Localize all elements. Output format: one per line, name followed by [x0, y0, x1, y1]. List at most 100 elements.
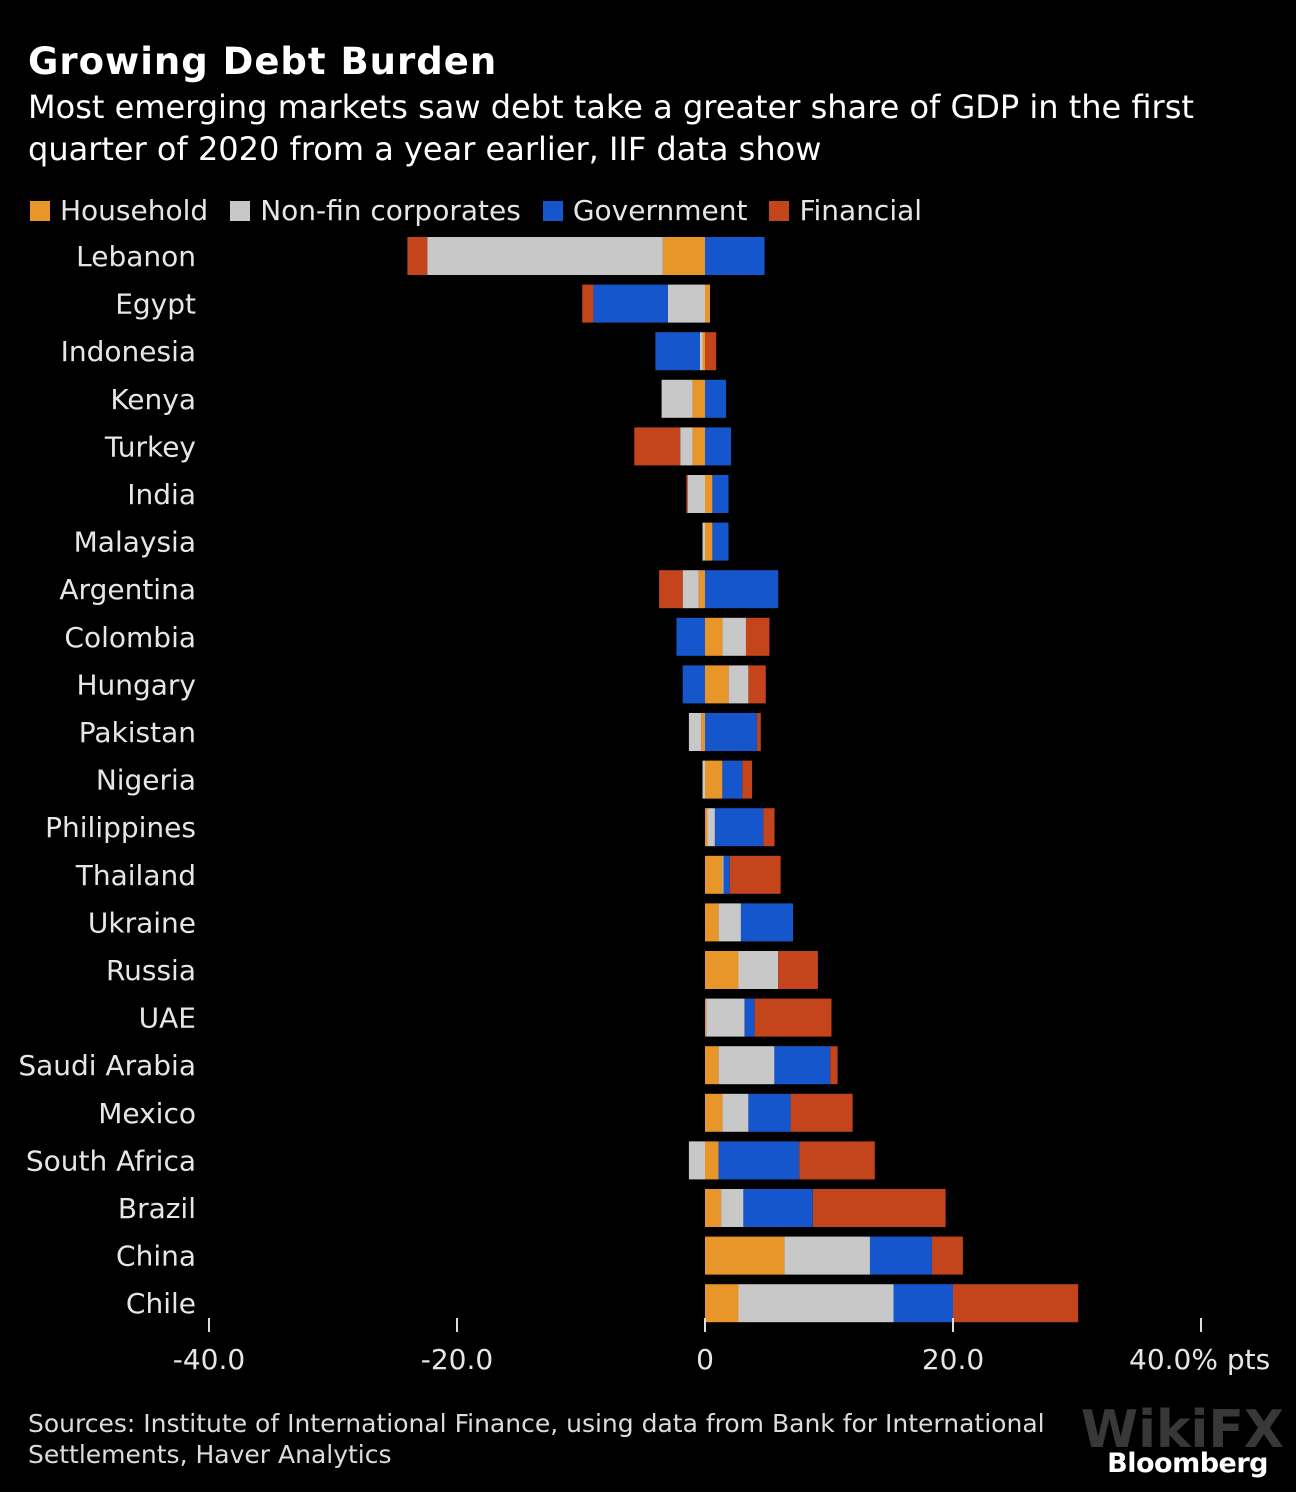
bar-mexico-non-fin-corporates [722, 1093, 749, 1132]
bar-brazil-household [705, 1189, 722, 1227]
bar-hungary-government [682, 665, 705, 704]
bar-thailand-household [705, 855, 723, 894]
category-label-philippines: Philippines [45, 811, 196, 844]
category-label-argentina: Argentina [59, 573, 196, 606]
legend-item-household: Household [30, 194, 208, 227]
bar-egypt-household [705, 284, 710, 323]
bar-south-africa-financial [799, 1141, 875, 1180]
bar-pakistan-non-fin-corporates [688, 713, 702, 751]
bar-kenya-household [692, 379, 705, 418]
bar-mexico-government [748, 1093, 791, 1132]
bar-brazil-financial [812, 1189, 946, 1227]
bar-saudi-arabia-financial [830, 1046, 838, 1085]
category-label-brazil: Brazil [118, 1192, 196, 1225]
bar-ukraine-non-fin-corporates [718, 903, 741, 942]
bar-brazil-non-fin-corporates [721, 1189, 744, 1227]
bar-argentina-government [705, 570, 779, 609]
legend-swatch-non-fin-corporates [230, 200, 251, 221]
stacked-bar-chart: Lebanon Egypt Indonesia Kenya Turkey India Mal… [18, 237, 1270, 1376]
bar-thailand-financial [729, 855, 781, 894]
bar-chile-government [893, 1284, 953, 1323]
category-label-lebanon: Lebanon [76, 240, 196, 273]
bar-russia-financial [778, 951, 818, 989]
category-label-indonesia: Indonesia [61, 335, 196, 368]
x-tick-label-1: -20.0 [421, 1343, 493, 1376]
category-label-china: China [116, 1240, 196, 1273]
bar-uae-non-fin-corporates [706, 998, 745, 1037]
category-label-ukraine: Ukraine [88, 906, 196, 939]
bar-china-household [705, 1236, 785, 1275]
category-label-colombia: Colombia [64, 621, 196, 654]
bar-kenya-non-fin-corporates [661, 379, 693, 418]
category-label-pakistan: Pakistan [79, 716, 196, 749]
category-label-uae: UAE [139, 1002, 196, 1035]
bar-chile-household [705, 1284, 739, 1323]
category-label-thailand: Thailand [75, 859, 196, 892]
category-label-saudi-arabia: Saudi Arabia [18, 1049, 196, 1082]
legend-label-household: Household [60, 194, 209, 227]
category-label-malaysia: Malaysia [74, 526, 196, 559]
bar-ukraine-household [705, 903, 719, 942]
bar-egypt-government [593, 284, 668, 323]
bar-nigeria-government [722, 760, 743, 799]
bar-south-africa-non-fin-corporates [688, 1141, 705, 1180]
bar-south-africa-household [705, 1141, 719, 1180]
bar-mexico-household [705, 1093, 723, 1132]
bar-philippines-government [714, 808, 764, 847]
bloomberg-logo: Bloomberg [1107, 1448, 1268, 1479]
bar-thailand-government [723, 855, 730, 894]
chart-subtitle: Most emerging markets saw debt take a gr… [28, 88, 1194, 168]
source-note: Sources: Institute of International Fina… [28, 1409, 1045, 1469]
bar-indonesia-government [655, 332, 700, 371]
bar-turkey-financial [634, 427, 681, 466]
category-label-kenya: Kenya [110, 383, 196, 416]
bar-india-non-fin-corporates [687, 475, 705, 513]
bar-malaysia-non-fin-corporates [702, 522, 705, 561]
bar-lebanon-financial [407, 237, 428, 275]
bar-thailand-non-fin-corporates [722, 855, 724, 894]
bar-argentina-non-fin-corporates [682, 570, 699, 609]
bar-uae-financial [754, 998, 832, 1037]
bar-hungary-non-fin-corporates [728, 665, 749, 704]
bar-lebanon-non-fin-corporates [427, 237, 663, 275]
bar-saudi-arabia-government [774, 1046, 831, 1085]
legend-item-government: Government [542, 194, 748, 227]
bar-hungary-household [705, 665, 729, 704]
legend-label-financial: Financial [799, 194, 923, 227]
bar-ukraine-government [741, 903, 794, 942]
legend-label-government: Government [572, 194, 748, 227]
bar-pakistan-household [701, 713, 705, 751]
bar-turkey-government [705, 427, 731, 466]
legend-swatch-government [542, 200, 563, 221]
bar-philippines-financial [763, 808, 775, 847]
bar-chile-financial [953, 1284, 1079, 1323]
legend: Household Non-fin corporates Government … [30, 194, 944, 227]
bar-brazil-government [743, 1189, 813, 1227]
bar-argentina-household [698, 570, 705, 609]
bar-indonesia-financial [705, 332, 717, 371]
x-tick-label-2: 0 [696, 1343, 714, 1376]
bar-china-government [869, 1236, 932, 1275]
bar-nigeria-household [705, 760, 723, 799]
category-label-hungary: Hungary [76, 668, 196, 701]
category-label-india: India [127, 478, 196, 511]
bar-mexico-financial [790, 1093, 853, 1132]
bar-colombia-government [676, 617, 705, 656]
bar-hungary-financial [748, 665, 766, 704]
bar-egypt-non-fin-corporates [667, 284, 705, 323]
bar-india-government [712, 475, 729, 513]
category-label-south-africa: South Africa [26, 1144, 196, 1177]
legend-item-non-fin-corporates: Non-fin corporates [230, 194, 521, 227]
category-label-chile: Chile [126, 1287, 196, 1320]
legend-item-financial: Financial [769, 194, 922, 227]
bar-philippines-non-fin-corporates [707, 808, 715, 847]
category-label-russia: Russia [106, 954, 196, 987]
bar-malaysia-government [712, 522, 729, 561]
x-tick-label-3: 20.0 [922, 1343, 984, 1376]
bar-lebanon-household [662, 237, 705, 275]
bar-turkey-non-fin-corporates [680, 427, 693, 466]
bar-kenya-government [705, 379, 727, 418]
bar-india-household [705, 475, 713, 513]
legend-swatch-financial [769, 200, 790, 221]
bar-uae-government [744, 998, 755, 1037]
